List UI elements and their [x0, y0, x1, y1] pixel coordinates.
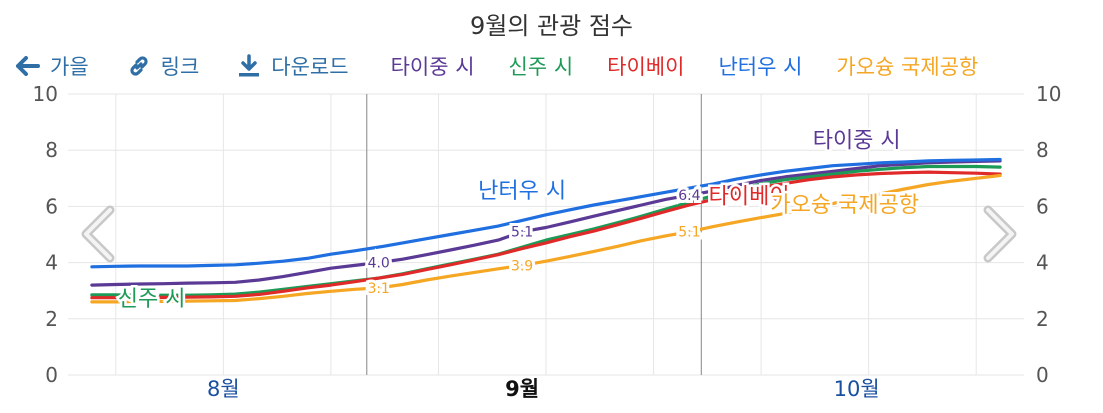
series-line [90, 170, 1002, 300]
series-line [90, 157, 1002, 269]
legend-item[interactable]: 난터우 시 [718, 55, 803, 79]
series-annotation: 난터우 시 [478, 179, 566, 204]
series-line [90, 159, 1002, 287]
x-month-label: 8월 [207, 377, 240, 401]
legend-item[interactable]: 타이중 시 [390, 55, 475, 79]
back-button[interactable]: 가을 [16, 51, 89, 81]
legend-item[interactable]: 신주 시 [508, 55, 574, 79]
y-tick-label-left: 0 [45, 363, 58, 387]
y-tick-label-right: 2 [1036, 307, 1049, 331]
data-label: 3.9 [511, 258, 533, 274]
data-label: 6.4 [678, 188, 700, 204]
y-tick-label-right: 6 [1036, 194, 1049, 218]
chart-toolbar: 가을 링크 다운로드 타이중 시 신주 시 타이베이 난터우 시 가오슝 국제공항 [16, 50, 1087, 82]
download-button[interactable]: 다운로드 [237, 51, 349, 81]
arrow-left-icon [16, 56, 40, 76]
chevron-right-icon[interactable] [983, 205, 1017, 263]
link-button[interactable]: 링크 [127, 51, 200, 81]
series-annotation: 타이중 시 [813, 128, 901, 153]
download-label: 다운로드 [271, 55, 349, 79]
data-label: 4.0 [368, 256, 390, 272]
series-line [90, 164, 1002, 297]
y-tick-label-right: 10 [1036, 82, 1061, 106]
y-tick-label-right: 8 [1036, 138, 1049, 162]
series-annotation: 신주 시 [118, 287, 186, 312]
back-label: 가을 [50, 55, 89, 79]
link-icon [130, 56, 148, 76]
data-label: 5.1 [511, 225, 533, 241]
y-tick-label-left: 6 [45, 194, 58, 218]
legend-item[interactable]: 가오슝 국제공항 [836, 55, 979, 79]
series-annotation: 가오슝 국제공항 [770, 193, 919, 218]
series-line [90, 173, 1002, 304]
chevron-left-icon[interactable] [81, 205, 115, 263]
grid [68, 93, 1024, 376]
y-tick-label-right: 4 [1036, 251, 1049, 275]
chart-title: 9월의 관광 점수 [469, 12, 633, 40]
legend-item[interactable]: 타이베이 [607, 55, 685, 79]
y-tick-label-left: 4 [45, 251, 58, 275]
data-label: 3.1 [368, 281, 390, 297]
download-icon [239, 54, 260, 77]
x-month-label: 10월 [834, 377, 880, 401]
series-annotation: 타이베이 [709, 185, 790, 210]
x-month-label: 9월 [505, 377, 539, 401]
chart-legend: 타이중 시 신주 시 타이베이 난터우 시 가오슝 국제공항 [391, 51, 979, 81]
y-tick-label-left: 8 [45, 138, 58, 162]
link-label: 링크 [160, 55, 200, 79]
data-label: 5.1 [678, 225, 700, 241]
y-tick-label-left: 10 [33, 82, 58, 106]
y-tick-label-left: 2 [45, 307, 58, 331]
y-tick-label-right: 0 [1036, 363, 1049, 387]
